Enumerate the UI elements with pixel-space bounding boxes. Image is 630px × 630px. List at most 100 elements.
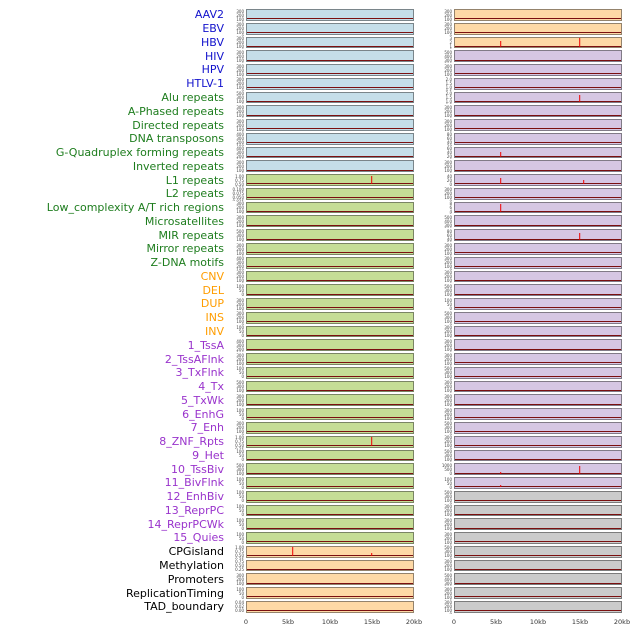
signal-baseline (455, 334, 621, 336)
y-tick-label: 300 (444, 531, 452, 537)
y-tick-label: 100 (236, 30, 244, 36)
y-tick-label: 2.0 (445, 91, 452, 97)
y-tick-label: 300 (444, 600, 452, 606)
y-tick-label: 300 (236, 270, 244, 276)
y-tick-label: 100 (444, 71, 452, 77)
signal-baseline (247, 307, 413, 309)
y-tick-label: 0 (241, 512, 244, 518)
y-tick-label: 2.0 (445, 77, 452, 83)
track-row: MIR repeats 5003001000 806040200 (0, 228, 622, 242)
y-tick-label: 300 (444, 256, 452, 262)
y-tick-label: 40 (446, 150, 452, 156)
signal-baseline (247, 279, 413, 281)
track-panel-right (454, 243, 622, 255)
y-axis-ticks: 5003001000 (230, 462, 246, 476)
y-tick-label: 500 (236, 380, 244, 386)
signal-spike (578, 94, 581, 102)
y-tick-label: 100 (236, 57, 244, 63)
y-tick-label: 50 (446, 480, 452, 486)
track-panel-right (454, 270, 622, 283)
row-label: INS (205, 311, 224, 325)
track-panel-left (246, 105, 414, 118)
row-label: 15_Quies (173, 531, 224, 545)
y-tick-label: 40 (446, 173, 452, 179)
y-axis-ticks: 806040200 (438, 228, 454, 242)
y-tick-label: 300 (444, 393, 452, 399)
y-tick-label: 300 (236, 49, 244, 55)
row-label: 6_EnhG (182, 407, 224, 421)
row-label: Directed repeats (132, 118, 224, 132)
y-tick-label: 300 (236, 311, 244, 317)
y-tick-label: 300 (236, 232, 244, 238)
track-row: DNA transposons4003002001000806040200 (0, 132, 622, 146)
y-tick-label: 100 (444, 443, 452, 449)
signal-baseline (247, 100, 413, 102)
y-tick-label: 4 (449, 209, 452, 215)
y-tick-label: 200 (444, 563, 452, 569)
y-tick-label: 200 (236, 274, 244, 280)
track-panel-left (246, 545, 414, 558)
signal-baseline (247, 334, 413, 336)
y-tick-label: 300 (236, 95, 244, 101)
y-tick-label: 1.5 (445, 81, 452, 87)
signal-baseline (247, 252, 413, 254)
column-gap (414, 22, 438, 36)
y-tick-label: 50 (238, 508, 244, 514)
y-tick-label: 100 (236, 126, 244, 132)
y-tick-label: 300 (236, 242, 244, 248)
y-tick-label: 50 (238, 590, 244, 596)
y-axis-ticks: 0.75 0.50 0.25 (230, 559, 246, 573)
y-axis-ticks: 40 20 0 (438, 173, 454, 187)
track-panel-left (246, 463, 414, 476)
y-tick-label: 500 (236, 228, 244, 234)
column-gap (414, 559, 438, 573)
y-axis-ticks: 806040200 (438, 132, 454, 146)
y-axis-ticks: 100 50 0 (230, 504, 246, 518)
signal-baseline (455, 114, 621, 116)
signal-baseline (455, 458, 621, 460)
signal-baseline (247, 500, 413, 502)
y-tick-label: 1 (449, 44, 452, 50)
y-tick-label: 200 (444, 246, 452, 252)
y-tick-label: 100 (444, 553, 452, 559)
signal-baseline (247, 513, 413, 515)
row-label: DNA transposons (129, 132, 224, 146)
y-tick-label: 200 (236, 397, 244, 403)
y-tick-label: 100 (236, 222, 244, 228)
row-label: 14_ReprPCWk (147, 517, 224, 531)
y-tick-label: 300 (444, 118, 452, 124)
column-gap (414, 187, 438, 201)
y-tick-label: 200 (444, 67, 452, 73)
column-gap (414, 421, 438, 435)
y-tick-label: 100 (236, 429, 244, 435)
signal-baseline (455, 183, 621, 185)
row-label: Promoters (167, 572, 224, 586)
y-tick-label: 200 (444, 191, 452, 197)
signal-spike (499, 152, 502, 157)
y-tick-label: 200 (444, 356, 452, 362)
y-tick-label: 200 (236, 163, 244, 169)
y-axis-ticks: 1.000.750.500.250.00 (230, 435, 246, 449)
track-panel-right (454, 119, 622, 131)
x-axis-left: 0 5kb 10kb 15kb 20kb (244, 615, 422, 629)
row-label: L1 repeats (165, 173, 224, 187)
